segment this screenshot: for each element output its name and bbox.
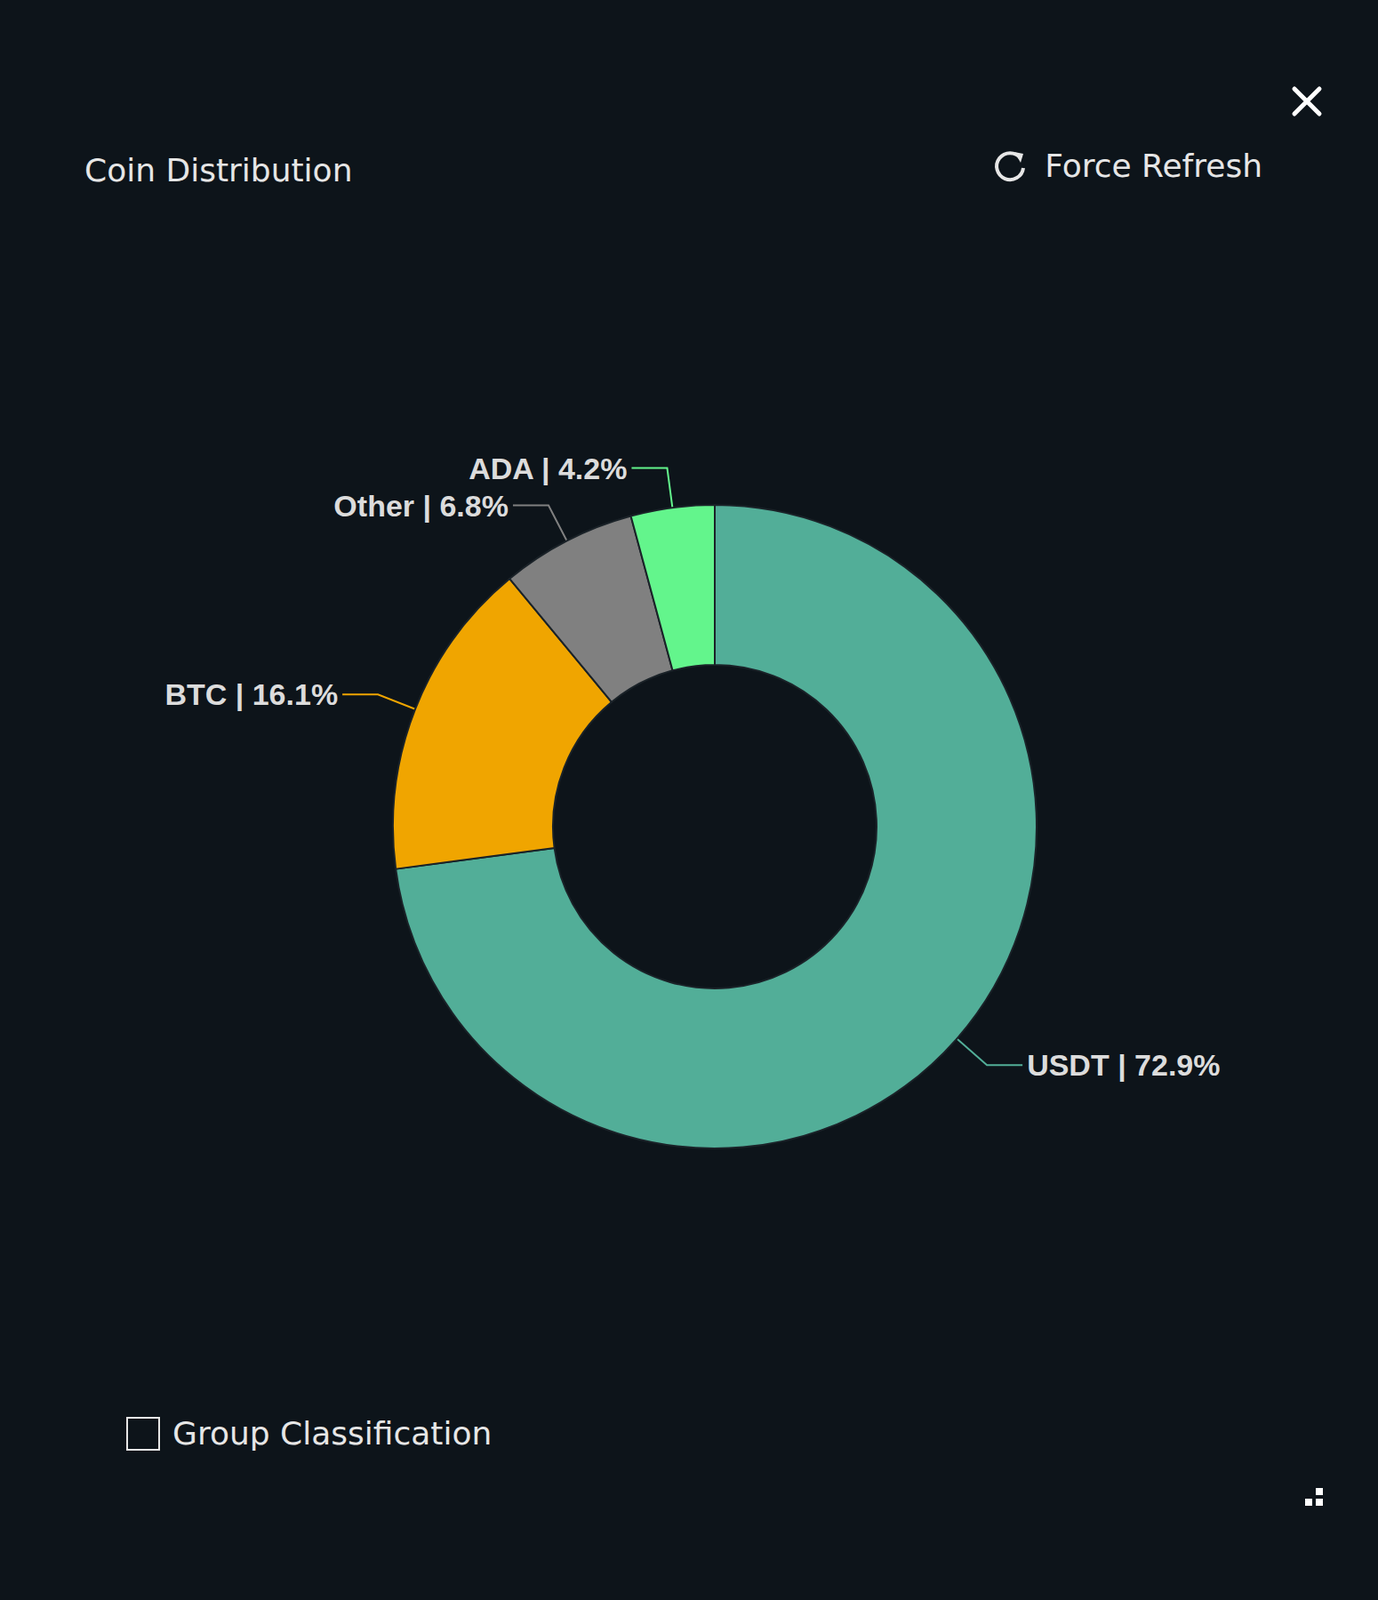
svg-text:ADA | 4.2%: ADA | 4.2% xyxy=(468,451,627,486)
html-text:Force Refresh: Force Refresh xyxy=(1044,147,1263,185)
html-text:Group Classification: Group Classification xyxy=(172,1415,492,1452)
svg-text:Other | 6.8%: Other | 6.8% xyxy=(333,488,509,523)
svg-text:USDT | 72.9%: USDT | 72.9% xyxy=(1026,1048,1220,1082)
svg-text:BTC | 16.1%: BTC | 16.1% xyxy=(164,677,338,712)
svg-text:Coin Distribution: Coin Distribution xyxy=(84,152,353,189)
